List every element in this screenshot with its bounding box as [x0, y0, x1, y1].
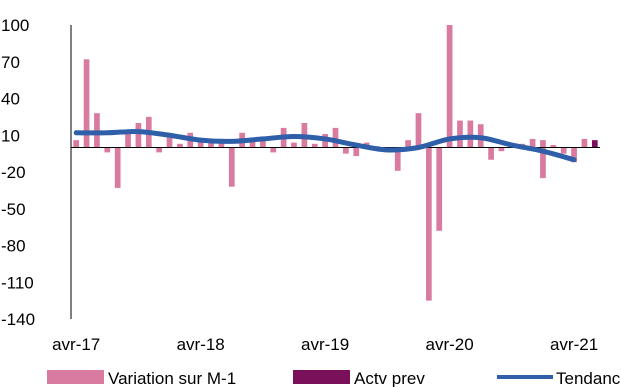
bar: [249, 141, 256, 148]
bar: [591, 140, 598, 148]
bar: [343, 147, 349, 154]
x-tick-label: avr-19: [301, 335, 349, 354]
bar: [114, 147, 121, 188]
bar: [166, 137, 173, 148]
y-tick-label: 70: [1, 53, 20, 72]
bar: [228, 147, 235, 187]
bar: [394, 147, 401, 171]
bar: [457, 120, 463, 148]
bar: [94, 113, 100, 148]
bar: [540, 140, 546, 148]
bar: [436, 147, 443, 231]
bar: [177, 143, 183, 148]
bar: [540, 147, 546, 179]
bar: [467, 120, 474, 148]
x-tick-label: avr-21: [550, 335, 598, 354]
y-axis-ticks: 100 70 40 10 -20 -50 -80 -110 -140: [1, 16, 35, 329]
legend-swatch-variation: [47, 370, 104, 384]
y-tick-label: -80: [1, 237, 26, 256]
bar: [270, 147, 277, 153]
bar: [405, 140, 411, 148]
y-tick-label: -50: [1, 200, 26, 219]
bar: [260, 137, 266, 148]
y-tick-label: 100: [1, 16, 29, 35]
bar: [332, 127, 339, 148]
bar-series: [73, 25, 598, 301]
bar: [135, 123, 142, 148]
x-tick-label: avr-17: [52, 335, 100, 354]
bar: [488, 147, 494, 160]
bar: [415, 113, 422, 148]
y-tick-label: 40: [1, 90, 20, 109]
y-tick-label: 10: [1, 126, 20, 145]
bar: [571, 147, 577, 163]
bar: [104, 147, 111, 153]
bar: [550, 145, 557, 148]
y-tick-label: -110: [1, 273, 34, 292]
bar: [291, 142, 297, 148]
bar: [560, 147, 567, 154]
y-tick-label: -140: [1, 310, 35, 329]
bar: [73, 140, 80, 148]
bar: [529, 138, 536, 148]
legend: Variation sur M-1 Actv prev Tendance: [47, 369, 621, 387]
bar: [197, 141, 204, 148]
bar: [125, 131, 131, 148]
legend-label-variation: Variation sur M-1: [108, 369, 236, 387]
bar: [581, 138, 588, 148]
bar: [353, 147, 360, 157]
x-tick-label: avr-18: [177, 335, 225, 354]
legend-label-tendance: Tendance: [556, 369, 621, 387]
x-tick-label: avr-20: [426, 335, 474, 354]
bar: [498, 147, 505, 152]
bar: [208, 142, 214, 148]
bar: [156, 147, 163, 153]
bar: [311, 143, 318, 148]
legend-label-actv-prev: Actv prev: [354, 369, 425, 387]
bar: [218, 141, 225, 148]
x-axis-ticks: avr-17 avr-18 avr-19 avr-20 avr-21: [52, 335, 598, 354]
legend-swatch-actv-prev: [293, 370, 350, 384]
bar: [426, 147, 432, 301]
trend-line: [73, 129, 577, 163]
bar: [83, 59, 90, 148]
y-tick-label: -20: [1, 163, 26, 182]
bar: [446, 25, 453, 148]
